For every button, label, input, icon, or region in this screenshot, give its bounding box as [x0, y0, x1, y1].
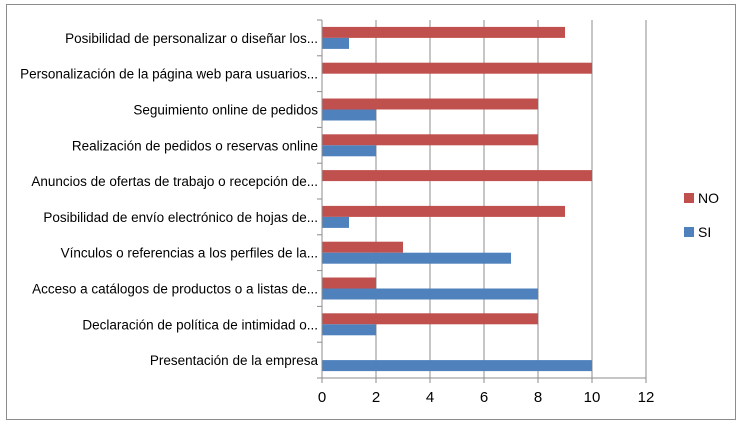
x-tick-label: 6 [480, 389, 488, 406]
category-label: Anuncios de ofertas de trabajo o recepci… [31, 174, 318, 189]
category-label: Seguimiento online de pedidos [133, 103, 318, 118]
bar-si-0 [322, 360, 592, 372]
legend: NO SI [684, 190, 719, 240]
axes [317, 19, 647, 383]
x-tick-label: 10 [584, 389, 601, 406]
bar-no-3 [322, 241, 403, 253]
bar-si-7 [322, 109, 376, 121]
category-label: Realización de pedidos o reservas online [72, 138, 318, 153]
x-tick-labels: 0 2 4 6 8 10 12 [318, 389, 655, 406]
bar-no-6 [322, 134, 538, 146]
legend-label-si: SI [698, 224, 711, 240]
bar-si-2 [322, 288, 538, 300]
x-tick-label: 2 [372, 389, 380, 406]
category-label: Presentación de la empresa [150, 353, 319, 368]
category-label: Personalización de la página web para us… [20, 67, 318, 82]
bar-no-5 [322, 170, 592, 182]
category-labels: Presentación de la empresa Declaración de… [20, 31, 318, 368]
legend-label-no: NO [698, 190, 719, 206]
bar-no-1 [322, 313, 538, 325]
category-label: Posibilidad de envío electrónico de hoja… [43, 210, 318, 225]
bar-si-9 [322, 37, 349, 49]
legend-swatch-no [684, 193, 694, 203]
bars [322, 26, 592, 372]
x-tick-label: 0 [318, 389, 326, 406]
bar-si-3 [322, 252, 511, 264]
category-label: Declaración de política de intimidad o..… [82, 317, 318, 332]
bar-no-2 [322, 277, 376, 289]
bar-no-4 [322, 205, 565, 217]
x-tick-label: 4 [426, 389, 434, 406]
bar-si-1 [322, 324, 376, 336]
bar-si-4 [322, 216, 349, 228]
category-label: Acceso a catálogos de productos o a list… [32, 282, 318, 297]
bar-si-6 [322, 145, 376, 157]
bar-no-9 [322, 26, 565, 38]
bar-no-7 [322, 98, 538, 110]
bar-no-8 [322, 62, 592, 74]
legend-swatch-si [684, 227, 694, 237]
x-tick-label: 8 [534, 389, 542, 406]
x-tick-label: 12 [638, 389, 655, 406]
category-label: Vínculos o referencias a los perfiles de… [61, 246, 318, 261]
category-label: Posibilidad de personalizar o diseñar lo… [65, 31, 318, 46]
